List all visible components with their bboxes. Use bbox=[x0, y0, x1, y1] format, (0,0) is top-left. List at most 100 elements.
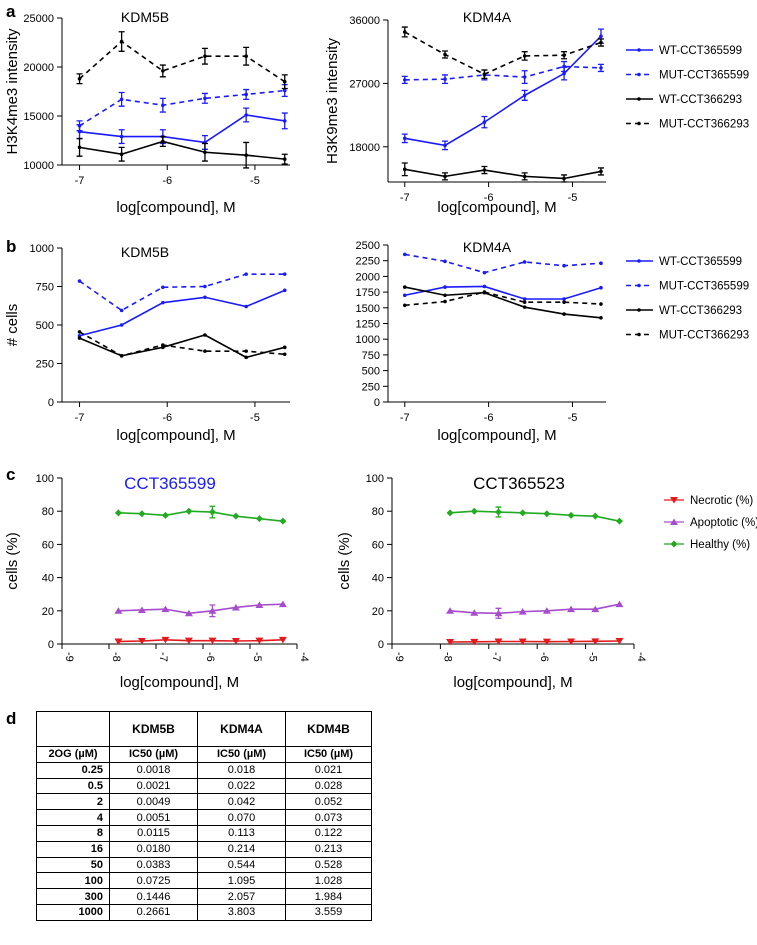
table-cell-ic50: 0.0115 bbox=[109, 824, 198, 842]
x-tick-label: -7 bbox=[75, 175, 85, 187]
legend-marker bbox=[637, 283, 641, 288]
data-point bbox=[591, 605, 600, 613]
legend-label: WT-CCT365599 bbox=[659, 256, 742, 268]
table-cell-ic50: 3.559 bbox=[285, 903, 372, 921]
data-point bbox=[443, 174, 447, 179]
series-line bbox=[404, 31, 602, 76]
table-cell-2og: 1000 bbox=[36, 903, 110, 921]
data-point bbox=[244, 54, 248, 59]
legend-marker bbox=[637, 308, 641, 312]
data-point bbox=[482, 168, 487, 172]
series-necrotic- bbox=[114, 636, 287, 646]
table-cell-2og: 50 bbox=[36, 856, 110, 874]
table-cell-ic50: 0.073 bbox=[285, 809, 372, 826]
data-point bbox=[137, 606, 146, 613]
y-axis-label: cells (%) bbox=[4, 532, 21, 590]
table-cell-ic50: 0.213 bbox=[285, 840, 372, 858]
table-row: 0.5 0.0021 0.022 0.028 bbox=[36, 777, 372, 795]
data-point bbox=[494, 508, 502, 516]
series-line bbox=[79, 89, 285, 127]
data-point bbox=[278, 600, 287, 608]
data-point bbox=[562, 71, 566, 76]
series-line bbox=[404, 285, 602, 300]
data-point bbox=[443, 52, 447, 57]
series-mut-cct365599 bbox=[77, 272, 287, 313]
data-point bbox=[542, 638, 551, 646]
data-point bbox=[443, 77, 447, 81]
x-tick-label: -6 bbox=[162, 412, 172, 424]
table-cell-ic50: 0.022 bbox=[197, 777, 286, 795]
data-point bbox=[161, 69, 165, 73]
data-point bbox=[470, 507, 478, 515]
data-point bbox=[203, 54, 207, 59]
data-point bbox=[119, 152, 124, 157]
series-healthy- bbox=[446, 506, 623, 525]
y-tick-label: 100 bbox=[366, 473, 384, 485]
data-point bbox=[282, 79, 287, 84]
chart-b-kdm5b: 0 250 500 750 1000 -7 -6 -5 KDM5B log[compound], … bbox=[4, 243, 290, 444]
series-wt-cct365599 bbox=[401, 28, 604, 151]
table-cell-ic50: 0.021 bbox=[285, 761, 372, 779]
data-point bbox=[494, 638, 503, 646]
series-line bbox=[79, 40, 286, 83]
data-point bbox=[522, 305, 527, 309]
data-point bbox=[615, 600, 624, 608]
chart-title: KDM4A bbox=[463, 239, 512, 255]
data-point bbox=[77, 76, 82, 81]
table-header-cell: KDM5B bbox=[109, 711, 198, 747]
data-point bbox=[443, 285, 447, 289]
data-point bbox=[443, 143, 447, 148]
data-point bbox=[119, 97, 124, 102]
x-tick-label: -5 bbox=[250, 175, 260, 187]
table-cell-2og: 2 bbox=[36, 793, 110, 811]
table-cell-2og: 8 bbox=[36, 824, 110, 842]
panel-letter-b: b bbox=[6, 237, 16, 256]
table-cell-ic50: 0.214 bbox=[197, 840, 286, 858]
data-point bbox=[161, 511, 169, 519]
y-tick-label: 36000 bbox=[349, 15, 380, 27]
data-point bbox=[231, 603, 240, 611]
data-point bbox=[119, 39, 124, 44]
table-cell-2og: 100 bbox=[36, 872, 110, 890]
x-tick-label: -5 bbox=[587, 652, 599, 662]
data-point bbox=[244, 92, 248, 97]
data-point bbox=[518, 608, 527, 615]
table-cell-ic50: 0.0021 bbox=[109, 777, 198, 795]
series-mut-cct366293 bbox=[76, 31, 288, 90]
legend-label: WT-CCT365599 bbox=[659, 45, 742, 57]
data-point bbox=[203, 150, 207, 155]
table-cell-ic50: 0.028 bbox=[285, 777, 372, 795]
data-point bbox=[203, 295, 207, 300]
table-cell-ic50: 1.095 bbox=[197, 872, 286, 890]
table-cell-ic50: 3.803 bbox=[197, 903, 286, 921]
table-subheader-cell: IC50 (µM) bbox=[285, 746, 372, 763]
y-tick-label: 27000 bbox=[349, 78, 380, 90]
x-tick-label: -6 bbox=[538, 652, 550, 662]
data-point bbox=[231, 638, 240, 645]
legend-label: Necrotic (%) bbox=[690, 495, 753, 507]
data-point bbox=[77, 279, 82, 283]
data-point bbox=[208, 607, 217, 614]
series-line bbox=[404, 291, 602, 307]
data-point bbox=[522, 93, 527, 98]
x-tick-label: -4 bbox=[298, 652, 310, 662]
y-tick-label: 20 bbox=[42, 606, 54, 618]
legend: WT-CCT365599 MUT-CCT365599 WT-CCT366293 MUT… bbox=[626, 45, 749, 131]
x-tick-label: -9 bbox=[63, 652, 75, 662]
series-line bbox=[404, 35, 602, 147]
table-cell-ic50: 0.528 bbox=[285, 856, 372, 874]
data-point bbox=[522, 174, 527, 179]
data-point bbox=[443, 293, 447, 298]
series-line bbox=[79, 334, 285, 359]
series-line bbox=[79, 331, 285, 357]
data-point bbox=[443, 259, 447, 264]
table-header-cell bbox=[36, 711, 110, 747]
data-point bbox=[77, 145, 82, 150]
legend-label: MUT-CCT365599 bbox=[659, 70, 749, 82]
data-point bbox=[208, 508, 216, 516]
table-cell-ic50: 0.122 bbox=[285, 824, 372, 842]
data-point bbox=[599, 66, 603, 70]
data-point bbox=[591, 638, 600, 645]
legend: Necrotic (%) Apoptotic (%) Healthy (%) bbox=[664, 495, 757, 551]
table-cell-ic50: 0.042 bbox=[197, 793, 286, 811]
